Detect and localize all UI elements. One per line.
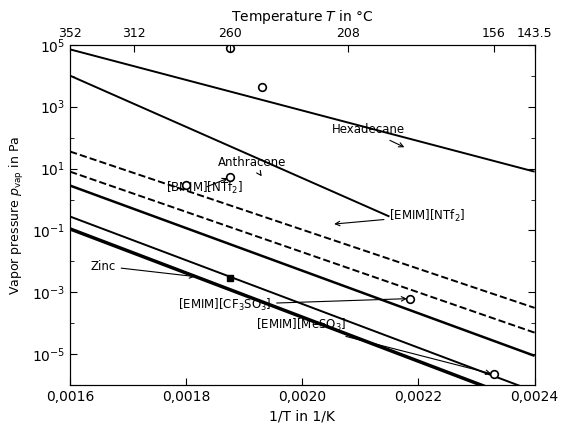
X-axis label: 1/T in 1/K: 1/T in 1/K xyxy=(269,410,335,424)
Text: [BMIM][NTf$_2$]: [BMIM][NTf$_2$] xyxy=(166,178,243,196)
Text: Anthracene: Anthracene xyxy=(218,156,286,175)
Text: Hexadecane: Hexadecane xyxy=(331,124,404,147)
X-axis label: Temperature $T$ in °C: Temperature $T$ in °C xyxy=(231,8,374,26)
Y-axis label: Vapor pressure $p_{\mathrm{vap}}$ in Pa: Vapor pressure $p_{\mathrm{vap}}$ in Pa xyxy=(9,135,26,295)
Text: [EMIM][CF$_3$SO$_3$]: [EMIM][CF$_3$SO$_3$] xyxy=(177,297,406,313)
Text: [EMIM][MeSO$_3$]: [EMIM][MeSO$_3$] xyxy=(256,317,490,375)
Text: [EMIM][NTf$_2$]: [EMIM][NTf$_2$] xyxy=(336,207,466,226)
Text: Zinc: Zinc xyxy=(90,260,194,278)
